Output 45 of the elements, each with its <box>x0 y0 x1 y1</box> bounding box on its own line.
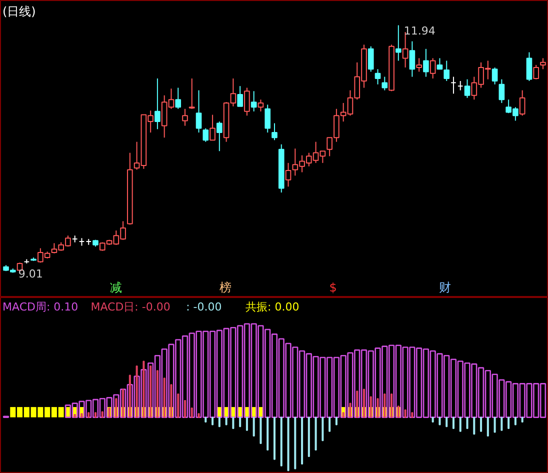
candlestick <box>285 162 292 188</box>
candlestick <box>430 58 436 79</box>
candlestick <box>464 78 470 98</box>
candlestick <box>368 46 374 72</box>
candlestick <box>210 114 216 141</box>
candlestick <box>175 87 182 110</box>
text: : -0.00 <box>186 300 222 314</box>
candlestick <box>250 90 257 112</box>
text: MACD周: 0.10 <box>2 300 78 314</box>
annotation: 11.94 <box>404 24 436 38</box>
candlestick <box>498 78 505 104</box>
candlestick <box>188 78 195 110</box>
candlestick <box>409 40 416 78</box>
candlestick <box>450 76 456 94</box>
candlestick <box>244 87 250 116</box>
candlestick <box>540 58 546 70</box>
text: 榜 <box>220 280 232 294</box>
candlestick <box>374 68 381 85</box>
chart-title: (日线) <box>2 4 36 18</box>
candlestick <box>533 64 540 80</box>
candlestick <box>526 52 532 82</box>
candlestick <box>457 80 464 91</box>
candlestick <box>182 108 188 126</box>
candlestick <box>216 121 222 152</box>
candlestick <box>396 24 402 62</box>
text: MACD日: -0.00 <box>90 300 170 314</box>
candlestick <box>444 60 450 82</box>
candlestick <box>237 86 243 107</box>
candlestick <box>416 58 422 72</box>
candlestick <box>382 76 388 91</box>
candlestick <box>519 90 526 116</box>
candlestick <box>272 122 278 141</box>
candlestick <box>202 128 209 142</box>
text: 减 <box>110 280 122 294</box>
text: 共振: 0.00 <box>246 300 300 314</box>
candlestick <box>436 58 443 70</box>
candlestick <box>264 104 271 134</box>
candlestick <box>154 78 160 130</box>
candlestick <box>196 90 202 134</box>
candlestick <box>492 66 498 85</box>
text: 财 <box>438 280 451 294</box>
text: $ <box>329 280 337 294</box>
annotation: 9.01 <box>18 267 43 280</box>
candlestick <box>423 48 429 78</box>
candlestick <box>258 99 264 112</box>
